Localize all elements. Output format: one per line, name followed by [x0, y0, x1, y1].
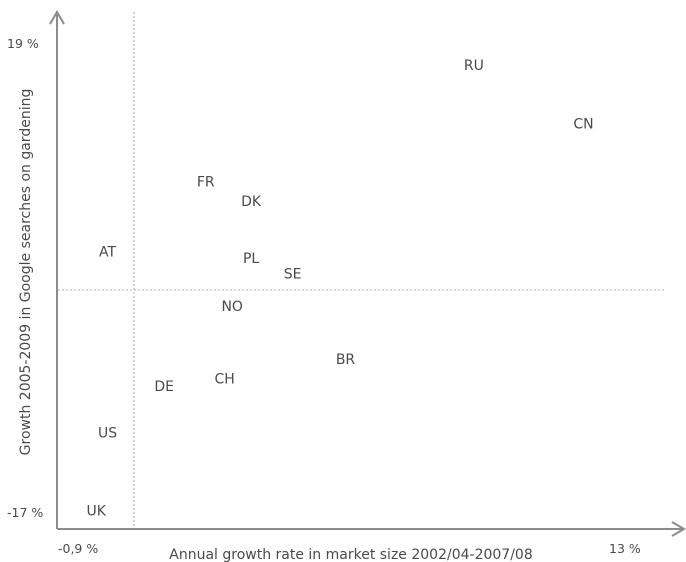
point-label-br: BR	[336, 352, 356, 368]
x-axis-title: Annual growth rate in market size 2002/0…	[169, 547, 532, 562]
y-tick-bottom: -17 %	[7, 505, 43, 520]
y-axis-arrowhead	[49, 10, 65, 25]
y-axis-title: Growth 2005-2009 in Google searches on g…	[18, 89, 34, 456]
point-label-cn: CN	[573, 116, 593, 132]
point-label-de: DE	[154, 379, 174, 395]
point-label-ru: RU	[464, 58, 484, 74]
point-label-us: US	[98, 426, 117, 442]
point-label-no: NO	[221, 299, 243, 315]
x-tick-right: 13 %	[609, 541, 641, 556]
point-label-dk: DK	[241, 194, 262, 210]
x-tick-left: -0,9 %	[58, 541, 98, 556]
point-label-ch: CH	[214, 371, 234, 387]
point-label-pl: PL	[243, 251, 259, 267]
y-tick-top: 19 %	[7, 36, 39, 51]
x-axis-arrowhead	[671, 521, 686, 537]
point-label-uk: UK	[87, 503, 107, 519]
point-label-fr: FR	[197, 175, 215, 191]
point-label-se: SE	[284, 266, 302, 282]
data-points: RU CN FR DK AT PL SE NO BR CH DE US UK	[87, 58, 594, 519]
point-label-at: AT	[99, 244, 116, 260]
